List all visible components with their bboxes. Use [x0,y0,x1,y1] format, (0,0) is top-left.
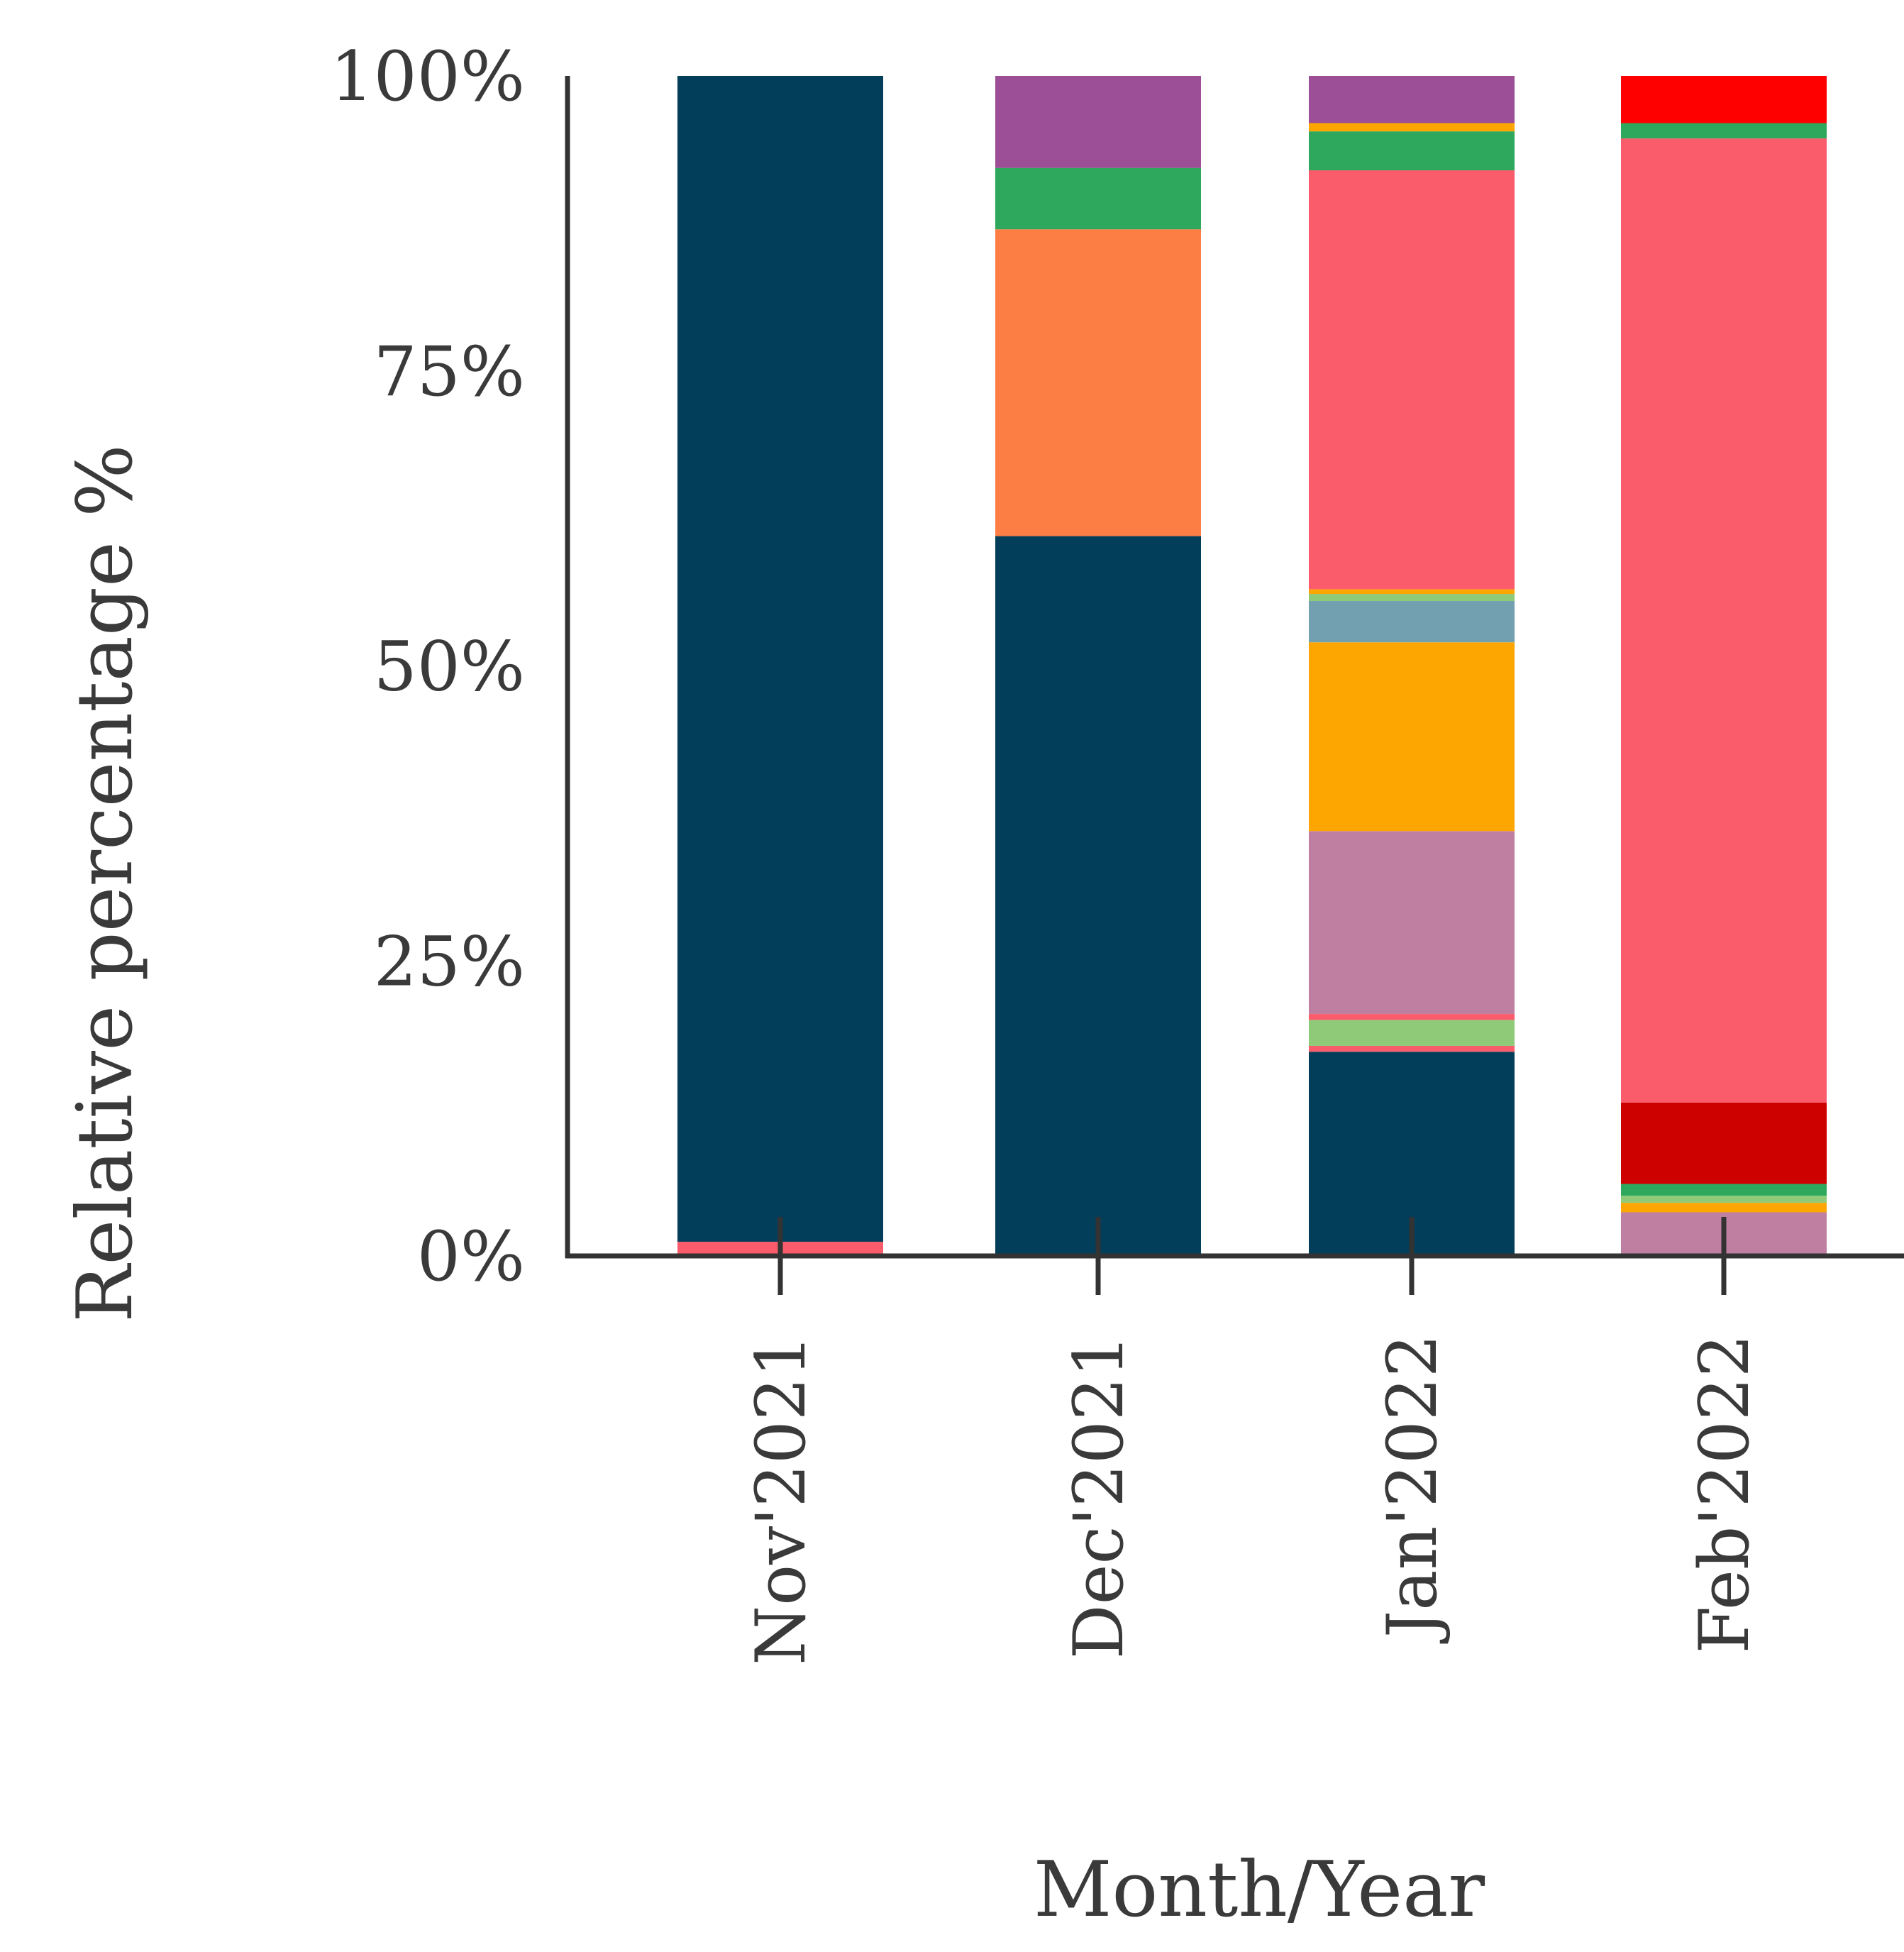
y-tick-label-75: 75% [374,332,525,412]
bar-segment-jan-2022-7 [1309,594,1515,602]
bar-segment-dec-2021-3 [995,76,1201,168]
bar-segment-dec-2021-1 [995,229,1201,536]
x-tick-labels: Nov'2021 Dec'2021 Jan'2022 Feb'2022 [741,1217,1764,1665]
bar-segment-jan-2022-9 [1309,170,1515,590]
bar-segment-feb-2022-3 [1621,1184,1827,1196]
bar-segment-feb-2022-7 [1621,76,1827,123]
bar-segment-jan-2022-3 [1309,1014,1515,1020]
bar-stack-jan-2022 [1309,76,1515,1256]
axes-layer [565,76,1904,1259]
bar-stack-dec-2021 [995,76,1201,1256]
bar-segment-feb-2022-6 [1621,123,1827,139]
bar-segment-jan-2022-6 [1309,601,1515,643]
y-tick-label-50: 50% [374,627,525,707]
bar-segment-jan-2022-10 [1309,131,1515,171]
bar-segment-jan-2022-4 [1309,831,1515,1015]
y-tick-label-100: 100% [331,37,525,116]
bar-segment-dec-2021-2 [995,167,1201,230]
x-tick-label-dec-2021: Dec'2021 [1059,1334,1139,1659]
bar-segment-jan-2022-12 [1309,76,1515,123]
bar-segment-nov-2021-1 [677,76,883,1242]
bar-segment-jan-2022-5 [1309,642,1515,832]
bar-stack-nov-2021 [677,76,883,1256]
bar-segment-dec-2021-0 [995,536,1201,1256]
x-tick-label-feb-2022: Feb'2022 [1685,1334,1764,1653]
y-axis-title: Relative percentage % [61,444,150,1323]
x-axis-title: Month/Year [1034,1846,1485,1934]
bar-segment-feb-2022-4 [1621,1102,1827,1184]
bars-layer [677,76,1827,1256]
y-tick-label-0: 0% [417,1217,525,1296]
x-tick-label-nov-2021: Nov'2021 [741,1334,821,1665]
bar-stack-feb-2022 [1621,76,1827,1256]
y-tick-labels: 0% 25% 50% 75% 100% [331,37,525,1296]
bar-segment-feb-2022-1 [1621,1203,1827,1213]
bar-segment-jan-2022-1 [1309,1045,1515,1052]
bar-segment-jan-2022-8 [1309,589,1515,595]
x-tick-label-jan-2022: Jan'2022 [1373,1334,1452,1644]
y-tick-label-25: 25% [374,922,525,1001]
bar-segment-feb-2022-5 [1621,138,1827,1103]
bar-segment-feb-2022-2 [1621,1196,1827,1203]
bar-segment-jan-2022-11 [1309,123,1515,132]
bar-segment-jan-2022-2 [1309,1020,1515,1046]
